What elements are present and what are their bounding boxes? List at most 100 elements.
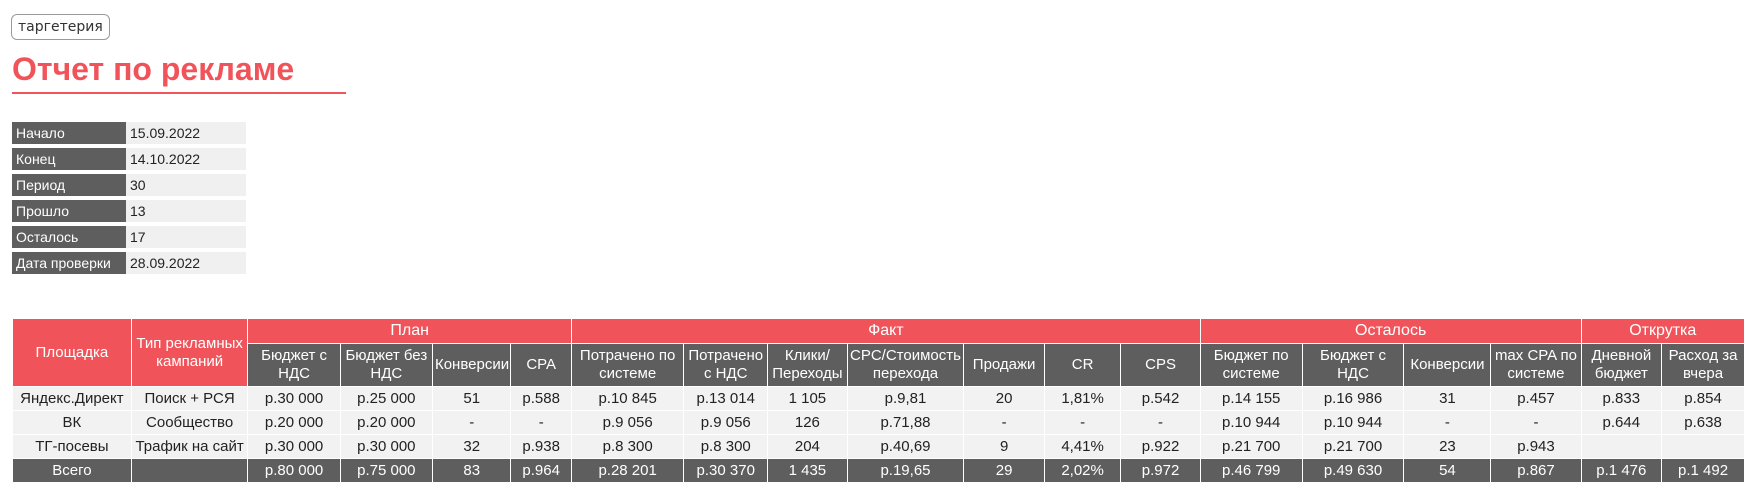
table-cell: р.833 <box>1580 386 1663 411</box>
total-cell: р.867 <box>1490 458 1582 483</box>
table-cell: р.922 <box>1120 434 1201 459</box>
column-header: Дневной бюджет <box>1580 343 1663 387</box>
table-cell: р.30 000 <box>247 434 341 459</box>
total-cell: р.28 201 <box>570 458 685 483</box>
info-value: 13 <box>126 200 246 222</box>
table-cell: р.21 700 <box>1301 434 1405 459</box>
table-cell: р.9 056 <box>570 410 685 435</box>
table-cell: р.938 <box>510 434 572 459</box>
info-row: Прошло 13 <box>12 200 246 222</box>
column-header: Клики/Пере­ходы <box>767 343 848 387</box>
column-header: Расход за вчера <box>1661 343 1745 387</box>
table-cell <box>1580 434 1663 459</box>
total-cell: р.1 492 <box>1661 458 1745 483</box>
table-cell <box>1661 434 1745 459</box>
table-cell: р.542 <box>1120 386 1201 411</box>
column-header: CPS <box>1120 343 1201 387</box>
table-cell: ТГ-посевы <box>12 434 132 459</box>
info-label: Конец <box>12 148 126 170</box>
table-row: ВК Сообщество р.20 000 р.20 000- - р.9 056 р.9… <box>12 410 1745 435</box>
info-value: 15.09.2022 <box>126 122 246 144</box>
info-row: Начало 15.09.2022 <box>12 122 246 144</box>
info-value: 30 <box>126 174 246 196</box>
info-label: Дата проверки <box>12 252 126 274</box>
total-cell: Всего <box>12 458 132 483</box>
table-cell: 1,81% <box>1043 386 1122 411</box>
total-row: Всего р.80 000 р.75 000 83 р.964 р.28 201 р.30… <box>12 458 1745 483</box>
info-value: 14.10.2022 <box>126 148 246 170</box>
column-header: Бюджет с НДС <box>1301 343 1405 387</box>
info-label: Начало <box>12 122 126 144</box>
info-row: Период 30 <box>12 174 246 196</box>
total-cell: р.49 630 <box>1301 458 1405 483</box>
total-cell: р.75 000 <box>339 458 433 483</box>
total-cell: р.19,65 <box>846 458 965 483</box>
table-cell: Трафик на сайт <box>130 434 249 459</box>
column-header: Потрачено с НДС <box>683 343 769 387</box>
table-cell: р.30 000 <box>247 386 341 411</box>
column-header: CR <box>1043 343 1122 387</box>
table-cell: р.16 986 <box>1301 386 1405 411</box>
table-cell: Яндекс.Директ <box>12 386 132 411</box>
table-cell: р.8 300 <box>683 434 769 459</box>
brand-logo: таргетерия <box>11 14 110 40</box>
table-cell: р.10 944 <box>1301 410 1405 435</box>
group-plan: План <box>247 318 572 344</box>
table-cell: р.13 014 <box>683 386 769 411</box>
total-cell: 2,02% <box>1043 458 1122 483</box>
column-header: Конверсии <box>1403 343 1492 387</box>
table-cell: р.644 <box>1580 410 1663 435</box>
column-header: Продажи <box>963 343 1045 387</box>
table-row: ТГ-посевы Трафик на сайт р.30 000 р.30 000 3… <box>12 434 1745 459</box>
table-cell: 32 <box>431 434 512 459</box>
table-cell: р.30 000 <box>339 434 433 459</box>
total-cell: р.972 <box>1120 458 1201 483</box>
total-cell: 83 <box>431 458 512 483</box>
table-cell: р.854 <box>1661 386 1745 411</box>
table-cell: р.10 944 <box>1199 410 1303 435</box>
table-cell: 23 <box>1403 434 1492 459</box>
group-fact: Факт <box>570 318 1201 344</box>
table-cell: 204 <box>767 434 848 459</box>
column-header: Бюджет по системе <box>1199 343 1303 387</box>
table-cell: р.21 700 <box>1199 434 1303 459</box>
table-cell: - <box>963 410 1045 435</box>
ad-report-table: Площадка Тип рекламных кампаний План Фак… <box>12 318 1746 483</box>
subheader-row: Бюджет с НДС Бюджет без НДС Конверсии CPA По… <box>13 343 1745 387</box>
table-cell: р.20 000 <box>247 410 341 435</box>
table-cell: р.8 300 <box>570 434 685 459</box>
total-cell: р.30 370 <box>683 458 769 483</box>
table-cell: - <box>1043 410 1122 435</box>
column-header: CPA <box>510 343 572 387</box>
total-cell <box>130 458 249 483</box>
table-cell: Сообщество <box>130 410 249 435</box>
table-cell: р.10 845 <box>570 386 685 411</box>
table-cell: - <box>1403 410 1492 435</box>
table-cell: ВК <box>12 410 132 435</box>
table-cell: 126 <box>767 410 848 435</box>
info-label: Период <box>12 174 126 196</box>
table-cell: р.25 000 <box>339 386 433 411</box>
column-header: Бюджет без НДС <box>339 343 433 387</box>
table-cell: - <box>431 410 512 435</box>
table-cell: 9 <box>963 434 1045 459</box>
table-cell: 51 <box>431 386 512 411</box>
total-cell: р.964 <box>510 458 572 483</box>
column-header: CPC/Стоимость перехода <box>846 343 965 387</box>
table-cell: 1 105 <box>767 386 848 411</box>
header-campaign-type: Тип рекламных кампаний <box>130 318 249 387</box>
info-value: 28.09.2022 <box>126 252 246 274</box>
group-spend: Открутка <box>1580 318 1746 344</box>
page-title: Отчет по рекламе <box>12 48 346 94</box>
table-cell: р.943 <box>1490 434 1582 459</box>
total-cell: 54 <box>1403 458 1492 483</box>
table-cell: р.9,81 <box>846 386 965 411</box>
table-cell: р.588 <box>510 386 572 411</box>
column-header: Конверсии <box>431 343 512 387</box>
table-cell: р.40,69 <box>846 434 965 459</box>
table-cell: - <box>510 410 572 435</box>
table-cell: 4,41% <box>1043 434 1122 459</box>
table-cell: р.14 155 <box>1199 386 1303 411</box>
column-header: Потрачено по системе <box>570 343 685 387</box>
info-row: Конец 14.10.2022 <box>12 148 246 170</box>
